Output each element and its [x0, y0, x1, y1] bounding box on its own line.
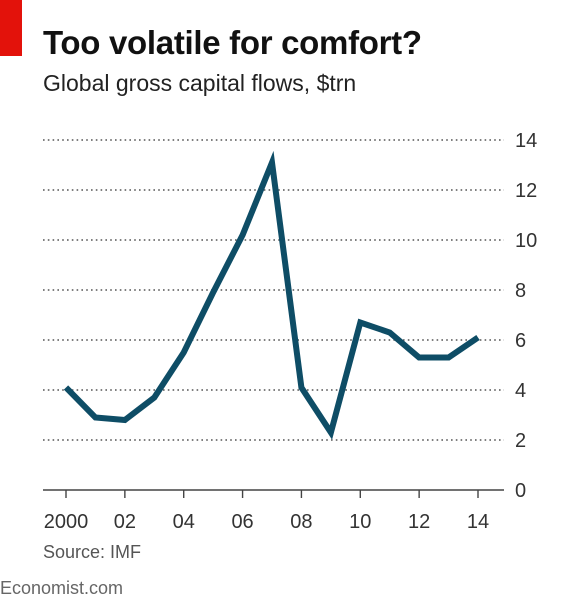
- x-tick-label: 2000: [44, 511, 89, 533]
- gridlines: [43, 139, 504, 491]
- x-tick-label: 04: [173, 511, 195, 533]
- y-tick-label: 10: [515, 230, 537, 252]
- x-tick-label: 10: [349, 511, 371, 533]
- y-tick-label: 12: [515, 180, 537, 202]
- x-tick-label: 14: [467, 511, 489, 533]
- source-note: Source: IMF: [43, 542, 142, 562]
- y-tick-label: 2: [515, 430, 526, 452]
- x-tick-label: 08: [290, 511, 312, 533]
- y-tick-label: 0: [515, 480, 526, 502]
- chart-title: Too volatile for comfort?: [43, 24, 422, 61]
- y-tick-label: 4: [515, 380, 526, 402]
- x-tick-label: 06: [231, 511, 253, 533]
- x-axis-ticks: 2000 02 04 06 08 10 12 14: [44, 490, 489, 533]
- y-axis-ticks: 0 2 4 6 8 10 12 14: [515, 130, 537, 502]
- brand-accent-tag: [0, 0, 22, 56]
- x-tick-label: 02: [114, 511, 136, 533]
- x-tick-label: 12: [408, 511, 430, 533]
- series-group: [63, 150, 480, 440]
- chart-subtitle: Global gross capital flows, $trn: [43, 70, 357, 96]
- y-tick-label: 6: [515, 330, 526, 352]
- publisher-brand: Economist.com: [0, 578, 124, 598]
- y-tick-label: 14: [515, 130, 537, 152]
- series-line: [63, 150, 480, 440]
- y-tick-label: 8: [515, 280, 526, 302]
